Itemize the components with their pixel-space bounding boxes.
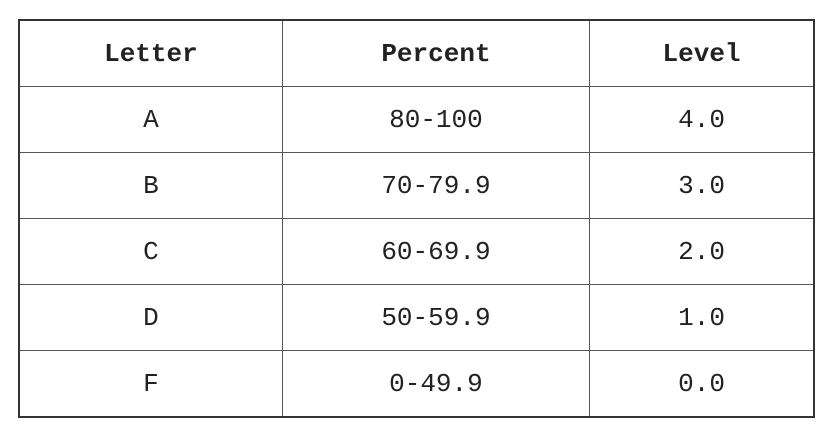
table-cell: A — [18, 86, 283, 153]
table-cell: D — [18, 284, 283, 351]
header-cell: Percent — [281, 19, 591, 87]
table-row: B 70-79.9 3.0 — [18, 152, 815, 219]
table-cell: 4.0 — [589, 86, 815, 153]
table-cell: F — [18, 350, 283, 418]
table-body: A 80-100 4.0 B 70-79.9 3.0 C 60-69.9 2.0 D 50-59.9… — [18, 86, 815, 418]
table-cell: 60-69.9 — [281, 218, 591, 285]
header-cell: Level — [589, 19, 815, 87]
table-cell: C — [18, 218, 283, 285]
table-row: D 50-59.9 1.0 — [18, 284, 815, 351]
table-row: A 80-100 4.0 — [18, 86, 815, 153]
table-cell: 80-100 — [281, 86, 591, 153]
table-row: F 0-49.9 0.0 — [18, 350, 815, 418]
table-cell: 0-49.9 — [281, 350, 591, 418]
table-row: C 60-69.9 2.0 — [18, 218, 815, 285]
table-cell: 50-59.9 — [281, 284, 591, 351]
table-cell: 0.0 — [589, 350, 815, 418]
table-cell: 1.0 — [589, 284, 815, 351]
table-header: Letter Percent Level — [18, 19, 815, 87]
grade-table: Letter Percent Level A 80-100 4.0 B 70-79.9 3.0… — [18, 19, 815, 418]
table-cell: 3.0 — [589, 152, 815, 219]
table-cell: 2.0 — [589, 218, 815, 285]
header-row: Letter Percent Level — [18, 19, 815, 87]
table-cell: B — [18, 152, 283, 219]
table-cell: 70-79.9 — [281, 152, 591, 219]
header-cell: Letter — [18, 19, 283, 87]
